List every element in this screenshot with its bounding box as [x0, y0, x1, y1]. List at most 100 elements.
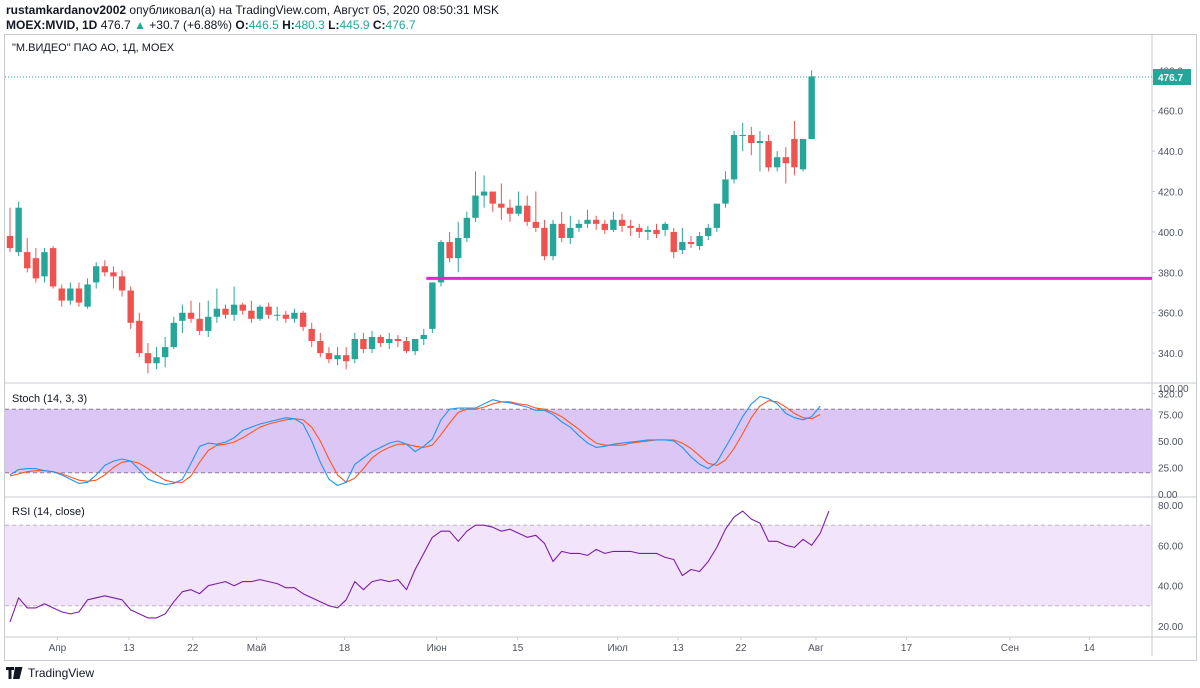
price-tick-label: 440.0 — [1158, 147, 1183, 158]
candle — [93, 262, 100, 289]
candle — [351, 332, 358, 364]
candle-body — [791, 139, 798, 168]
time-tick-label: 22 — [735, 643, 747, 654]
stoch-pane-title: Stoch (14, 3, 3) — [12, 393, 87, 405]
candle-body — [618, 219, 626, 226]
stoch-d-line — [9, 400, 821, 483]
candle-body — [463, 217, 471, 238]
price-tick-label: 360.0 — [1158, 309, 1183, 320]
candle-body — [32, 258, 40, 279]
candle — [308, 322, 315, 348]
candle — [256, 304, 264, 321]
time-tick-label: Июл — [608, 643, 628, 654]
candle — [291, 308, 298, 323]
candle-body — [394, 338, 402, 342]
candle-body — [196, 318, 203, 331]
candle-body — [696, 235, 703, 247]
candle-body — [403, 341, 410, 352]
candle-body — [705, 227, 712, 236]
candle — [498, 183, 505, 220]
candle-body — [299, 312, 307, 327]
candle — [274, 306, 281, 321]
candle-body — [644, 229, 652, 232]
candle — [15, 201, 22, 257]
candle-body — [610, 219, 617, 230]
last-price: 476.7 — [100, 18, 131, 32]
open-label: O: — [235, 18, 249, 32]
candle-body — [524, 205, 531, 222]
candle — [127, 286, 134, 329]
candle-body — [118, 276, 126, 291]
chart-frame[interactable] — [4, 34, 1197, 661]
pane-dividers — [5, 35, 1196, 656]
candle-body — [722, 179, 729, 204]
candle — [75, 282, 83, 307]
time-tick-label: 14 — [1084, 643, 1096, 654]
candle — [342, 347, 350, 370]
candle-body — [739, 134, 746, 136]
publish-info: rustamkardanov2002 опубликовал(а) на Tra… — [6, 3, 499, 17]
candle — [567, 215, 574, 245]
candle-body — [437, 242, 445, 283]
candle-body — [6, 235, 14, 249]
candle — [411, 338, 419, 356]
main-pane-title: "М.ВИДЕО" ПАО АО, 1Д, MOEX — [12, 42, 175, 54]
candle-body — [575, 223, 583, 228]
candle — [480, 175, 488, 208]
candle-body — [420, 334, 427, 339]
candle — [601, 219, 608, 234]
candle-body — [480, 191, 488, 196]
candle-body — [308, 328, 315, 342]
candle-body — [144, 353, 152, 364]
rsi-tick-label: 20.00 — [1158, 622, 1183, 633]
candle — [101, 260, 109, 277]
last-price-tag — [1153, 69, 1191, 85]
footer-brand-label: TradingView — [28, 666, 95, 680]
candle-body — [58, 288, 65, 301]
indicator-lines — [9, 395, 830, 623]
time-tick-label: Авг — [808, 643, 824, 654]
stoch-tick-label: 50.00 — [1158, 437, 1183, 448]
published-text: опубликовал(а) на TradingView.com, Авгус… — [129, 3, 499, 17]
candle-body — [179, 312, 186, 321]
author-name[interactable]: rustamkardanov2002 — [6, 3, 127, 17]
candle-body — [411, 338, 419, 352]
candle — [670, 227, 677, 259]
candle-body — [161, 347, 169, 358]
candle-body — [230, 304, 238, 315]
candle — [429, 282, 436, 333]
candle-body — [274, 314, 281, 316]
price-tick-label: 340.0 — [1158, 349, 1183, 360]
candle-body — [765, 141, 772, 168]
stoch-tick-label: 75.00 — [1158, 411, 1183, 422]
candle-body — [515, 205, 522, 214]
rsi-line — [9, 510, 830, 623]
candle — [282, 310, 290, 323]
footer-brand[interactable]: TradingView — [6, 666, 94, 680]
candle-body — [213, 308, 221, 317]
rsi-tick-label: 80.00 — [1158, 501, 1183, 512]
candle — [325, 347, 333, 364]
candle — [58, 284, 65, 307]
candle — [765, 134, 772, 172]
candle — [179, 304, 186, 333]
candle — [705, 223, 712, 241]
candle-body — [291, 312, 298, 319]
close-label: C: — [372, 18, 386, 32]
candle — [773, 151, 781, 172]
candle — [515, 191, 522, 216]
candle — [679, 227, 686, 255]
candle-body — [127, 290, 134, 323]
candle — [618, 213, 626, 232]
candle-body — [541, 227, 548, 257]
candle-body — [472, 195, 479, 218]
candle — [403, 336, 410, 354]
candle-body — [205, 316, 212, 331]
candle — [653, 223, 660, 238]
candle-body — [49, 248, 57, 287]
candle — [110, 266, 117, 289]
candle-body — [334, 355, 341, 360]
symbol-legend: MOEX:MVID, 1D 476.7 ▲ +30.7 (+6.88%) O:4… — [6, 18, 416, 32]
candle — [317, 332, 324, 358]
